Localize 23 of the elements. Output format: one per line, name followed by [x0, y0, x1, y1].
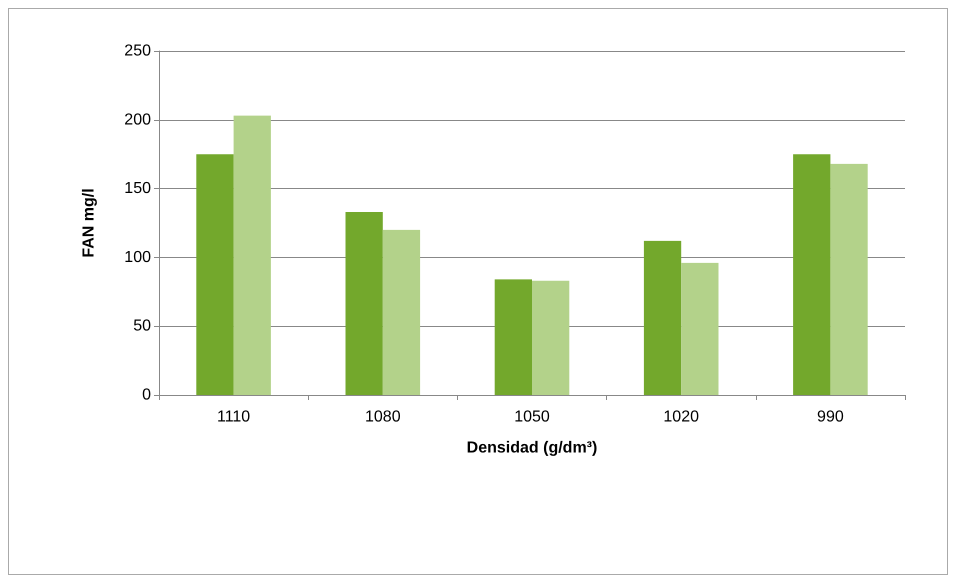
- bar: [234, 116, 271, 395]
- bar: [382, 230, 420, 395]
- bar: [494, 279, 532, 395]
- bar: [830, 164, 868, 395]
- x-tick-label: 1020: [663, 408, 700, 426]
- y-tick-label: 150: [124, 180, 152, 198]
- y-tick-label: 200: [124, 111, 152, 128]
- bar: [532, 280, 570, 395]
- x-axis-title: Densidad (g/dm³): [466, 440, 598, 456]
- bar: [793, 154, 830, 395]
- y-axis-title: FAN mg/l: [80, 188, 98, 258]
- x-tick-label: 1110: [216, 408, 250, 426]
- bar: [346, 212, 383, 395]
- x-tick-label: 1050: [514, 408, 550, 426]
- bar: [644, 240, 682, 395]
- y-tick-label: 100: [124, 248, 152, 266]
- bar: [681, 262, 718, 395]
- x-tick-label: 1080: [365, 408, 401, 426]
- y-tick-label: 250: [124, 42, 152, 60]
- bar: [196, 154, 234, 395]
- y-tick-label: 50: [133, 318, 152, 335]
- x-tick-label: 990: [817, 408, 844, 426]
- y-tick-label: 0: [142, 386, 152, 404]
